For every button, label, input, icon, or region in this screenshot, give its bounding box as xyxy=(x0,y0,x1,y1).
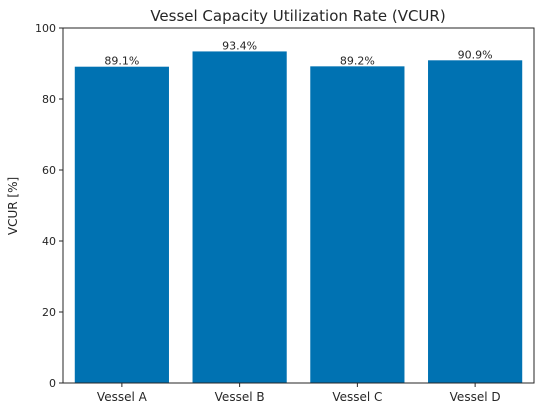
bar xyxy=(74,66,169,383)
bar-value-label: 89.2% xyxy=(340,54,375,67)
y-tick-label: 80 xyxy=(42,93,56,106)
x-tick-label: Vessel C xyxy=(332,390,382,404)
y-tick-label: 20 xyxy=(42,306,56,319)
y-tick-label: 60 xyxy=(42,164,56,177)
y-tick-label: 40 xyxy=(42,235,56,248)
bar xyxy=(310,66,405,383)
bar-value-label: 93.4% xyxy=(222,39,257,52)
bar-value-label: 90.9% xyxy=(458,48,493,61)
y-axis-label: VCUR [%] xyxy=(6,177,20,235)
bar xyxy=(192,51,287,384)
bar xyxy=(428,60,523,384)
x-tick-label: Vessel B xyxy=(215,390,265,404)
x-tick-label: Vessel D xyxy=(450,390,501,404)
x-tick-label: Vessel A xyxy=(97,390,148,404)
y-tick-label: 100 xyxy=(35,22,56,35)
plot-area: 0 20 40 60 80 100 89.1% Vessel A 93.4% Vessel B 89… xyxy=(35,22,523,404)
y-tick-label: 0 xyxy=(49,377,56,390)
bar-value-label: 89.1% xyxy=(104,55,139,68)
chart-title: Vessel Capacity Utilization Rate (VCUR) xyxy=(150,7,445,25)
plot-frame xyxy=(62,27,535,384)
